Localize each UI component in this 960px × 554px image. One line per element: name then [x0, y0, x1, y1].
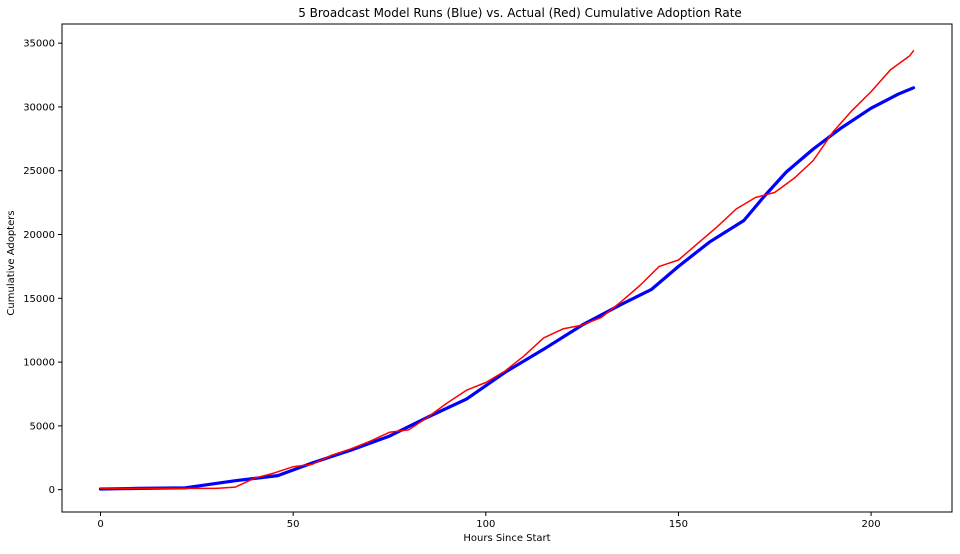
- x-axis-label: Hours Since Start: [463, 533, 550, 544]
- y-tick-label: 35000: [23, 39, 55, 50]
- model-runs-line: [98, 86, 916, 491]
- y-tick-label: 10000: [23, 358, 55, 369]
- y-tick-label: 5000: [30, 421, 55, 432]
- y-tick-label: 30000: [23, 102, 55, 113]
- y-tick-label: 20000: [23, 230, 55, 241]
- chart-title: 5 Broadcast Model Runs (Blue) vs. Actual…: [298, 6, 742, 20]
- x-tick-label: 200: [862, 519, 881, 530]
- plot-frame: [61, 23, 953, 513]
- y-tick-label: 0: [49, 485, 55, 496]
- x-tick-label: 0: [97, 519, 103, 530]
- plot-area: 0 50 100 150 200 0 5000 10000 15000 20000 25000 300…: [23, 23, 953, 530]
- y-axis-label: Cumulative Adopters: [6, 210, 17, 315]
- actual-line: [99, 50, 915, 490]
- x-tick-label: 50: [287, 519, 300, 530]
- x-tick-label: 150: [669, 519, 688, 530]
- x-tick-label: 100: [476, 519, 495, 530]
- y-tick-label: 15000: [23, 294, 55, 305]
- y-tick-label: 25000: [23, 166, 55, 177]
